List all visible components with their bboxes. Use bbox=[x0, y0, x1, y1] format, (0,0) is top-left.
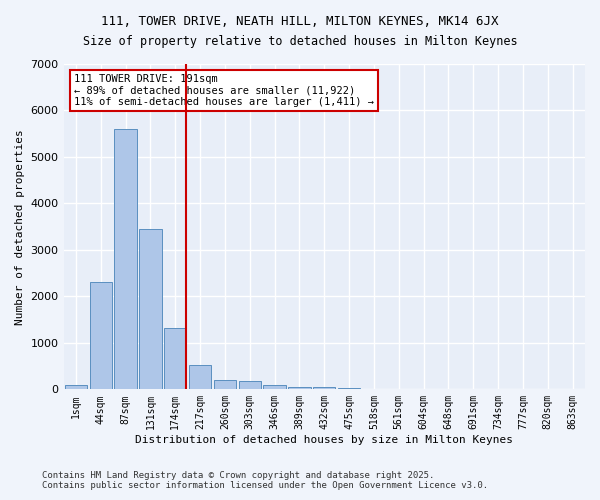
X-axis label: Distribution of detached houses by size in Milton Keynes: Distribution of detached houses by size … bbox=[135, 435, 513, 445]
Bar bbox=[313, 388, 335, 390]
Bar bbox=[214, 380, 236, 390]
Text: Contains HM Land Registry data © Crown copyright and database right 2025.
Contai: Contains HM Land Registry data © Crown c… bbox=[42, 470, 488, 490]
Bar bbox=[338, 388, 360, 390]
Bar bbox=[139, 229, 161, 390]
Bar bbox=[189, 364, 211, 390]
Bar bbox=[288, 387, 311, 390]
Bar bbox=[164, 328, 187, 390]
Y-axis label: Number of detached properties: Number of detached properties bbox=[15, 129, 25, 324]
Text: 111 TOWER DRIVE: 191sqm
← 89% of detached houses are smaller (11,922)
11% of sem: 111 TOWER DRIVE: 191sqm ← 89% of detache… bbox=[74, 74, 374, 107]
Text: 111, TOWER DRIVE, NEATH HILL, MILTON KEYNES, MK14 6JX: 111, TOWER DRIVE, NEATH HILL, MILTON KEY… bbox=[101, 15, 499, 28]
Bar bbox=[89, 282, 112, 390]
Bar bbox=[65, 384, 87, 390]
Bar bbox=[363, 388, 385, 390]
Text: Size of property relative to detached houses in Milton Keynes: Size of property relative to detached ho… bbox=[83, 35, 517, 48]
Bar bbox=[239, 381, 261, 390]
Bar bbox=[263, 385, 286, 390]
Bar bbox=[115, 129, 137, 390]
